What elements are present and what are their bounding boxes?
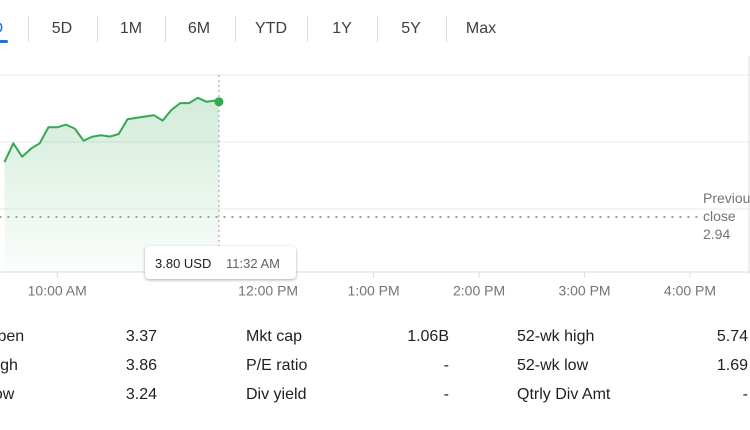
active-tab-underline [0, 40, 8, 43]
stat-value: 5.74 [716, 328, 748, 345]
tooltip-time: 11:32 AM [226, 256, 280, 271]
previous-close-label: Previous close [703, 190, 750, 224]
stat-label: Open [0, 328, 25, 345]
tab-separator [307, 16, 308, 42]
stat-label: High [0, 357, 18, 374]
last-point [214, 97, 224, 107]
tab-separator [97, 16, 98, 42]
x-tick-label: 3:00 PM [558, 283, 610, 299]
x-tick-label: 10:00 AM [28, 283, 87, 299]
stat-value: - [443, 357, 449, 374]
tab-separator [235, 16, 236, 42]
stat-value: 1.06B [407, 328, 449, 345]
tab-separator [377, 16, 378, 42]
previous-close-value: 2.94 [703, 226, 731, 242]
tab-separator [446, 16, 447, 42]
area-fill [4, 97, 219, 272]
stat-label: 52-wk low [517, 357, 589, 374]
range-tab[interactable]: Max [465, 20, 497, 37]
tooltip-price: 3.80 USD [155, 256, 212, 271]
range-tab[interactable]: YTD [255, 20, 287, 37]
range-tab[interactable]: 1Y [332, 20, 352, 37]
stat-label: 52-wk high [517, 328, 595, 345]
price-line [3, 96, 220, 163]
stat-label: P/E ratio [246, 357, 308, 374]
range-tab[interactable]: 1D [0, 18, 23, 40]
stat-value: 3.24 [125, 386, 157, 403]
tooltip: 3.80 USD 11:32 AM [145, 246, 296, 279]
chart: 10:00 AM 12:00 PM 1:00 PM 2:00 PM 3:00 PM 4:0… [0, 56, 750, 299]
stat-value: 1.69 [716, 357, 748, 374]
range-tab[interactable]: 5D [51, 20, 73, 37]
range-tab[interactable]: 1M [119, 20, 143, 37]
stat-label: Qtrly Div Amt [517, 386, 611, 403]
stat-value: 3.86 [125, 357, 157, 374]
stat-label: Low [0, 386, 15, 403]
stat-label: Mkt cap [246, 328, 303, 345]
range-tab[interactable]: 5Y [401, 20, 421, 37]
stat-value: 3.37 [125, 328, 157, 345]
tab-separator [165, 16, 166, 42]
tab-separator [28, 16, 29, 42]
x-tick-label: 2:00 PM [453, 283, 505, 299]
range-tabs: 1D 5D 1M 6M YTD 1Y 5Y Max [0, 0, 750, 56]
range-tab[interactable]: 6M [187, 20, 211, 37]
x-tick-label: 4:00 PM [664, 283, 716, 299]
x-tick-label: 12:00 PM [238, 283, 298, 299]
stat-label: Div yield [246, 386, 307, 403]
stat-value: - [742, 386, 748, 403]
previous-close: Previous close 2.94 [703, 189, 750, 243]
stat-value: - [443, 386, 449, 403]
x-tick-label: 1:00 PM [348, 283, 400, 299]
